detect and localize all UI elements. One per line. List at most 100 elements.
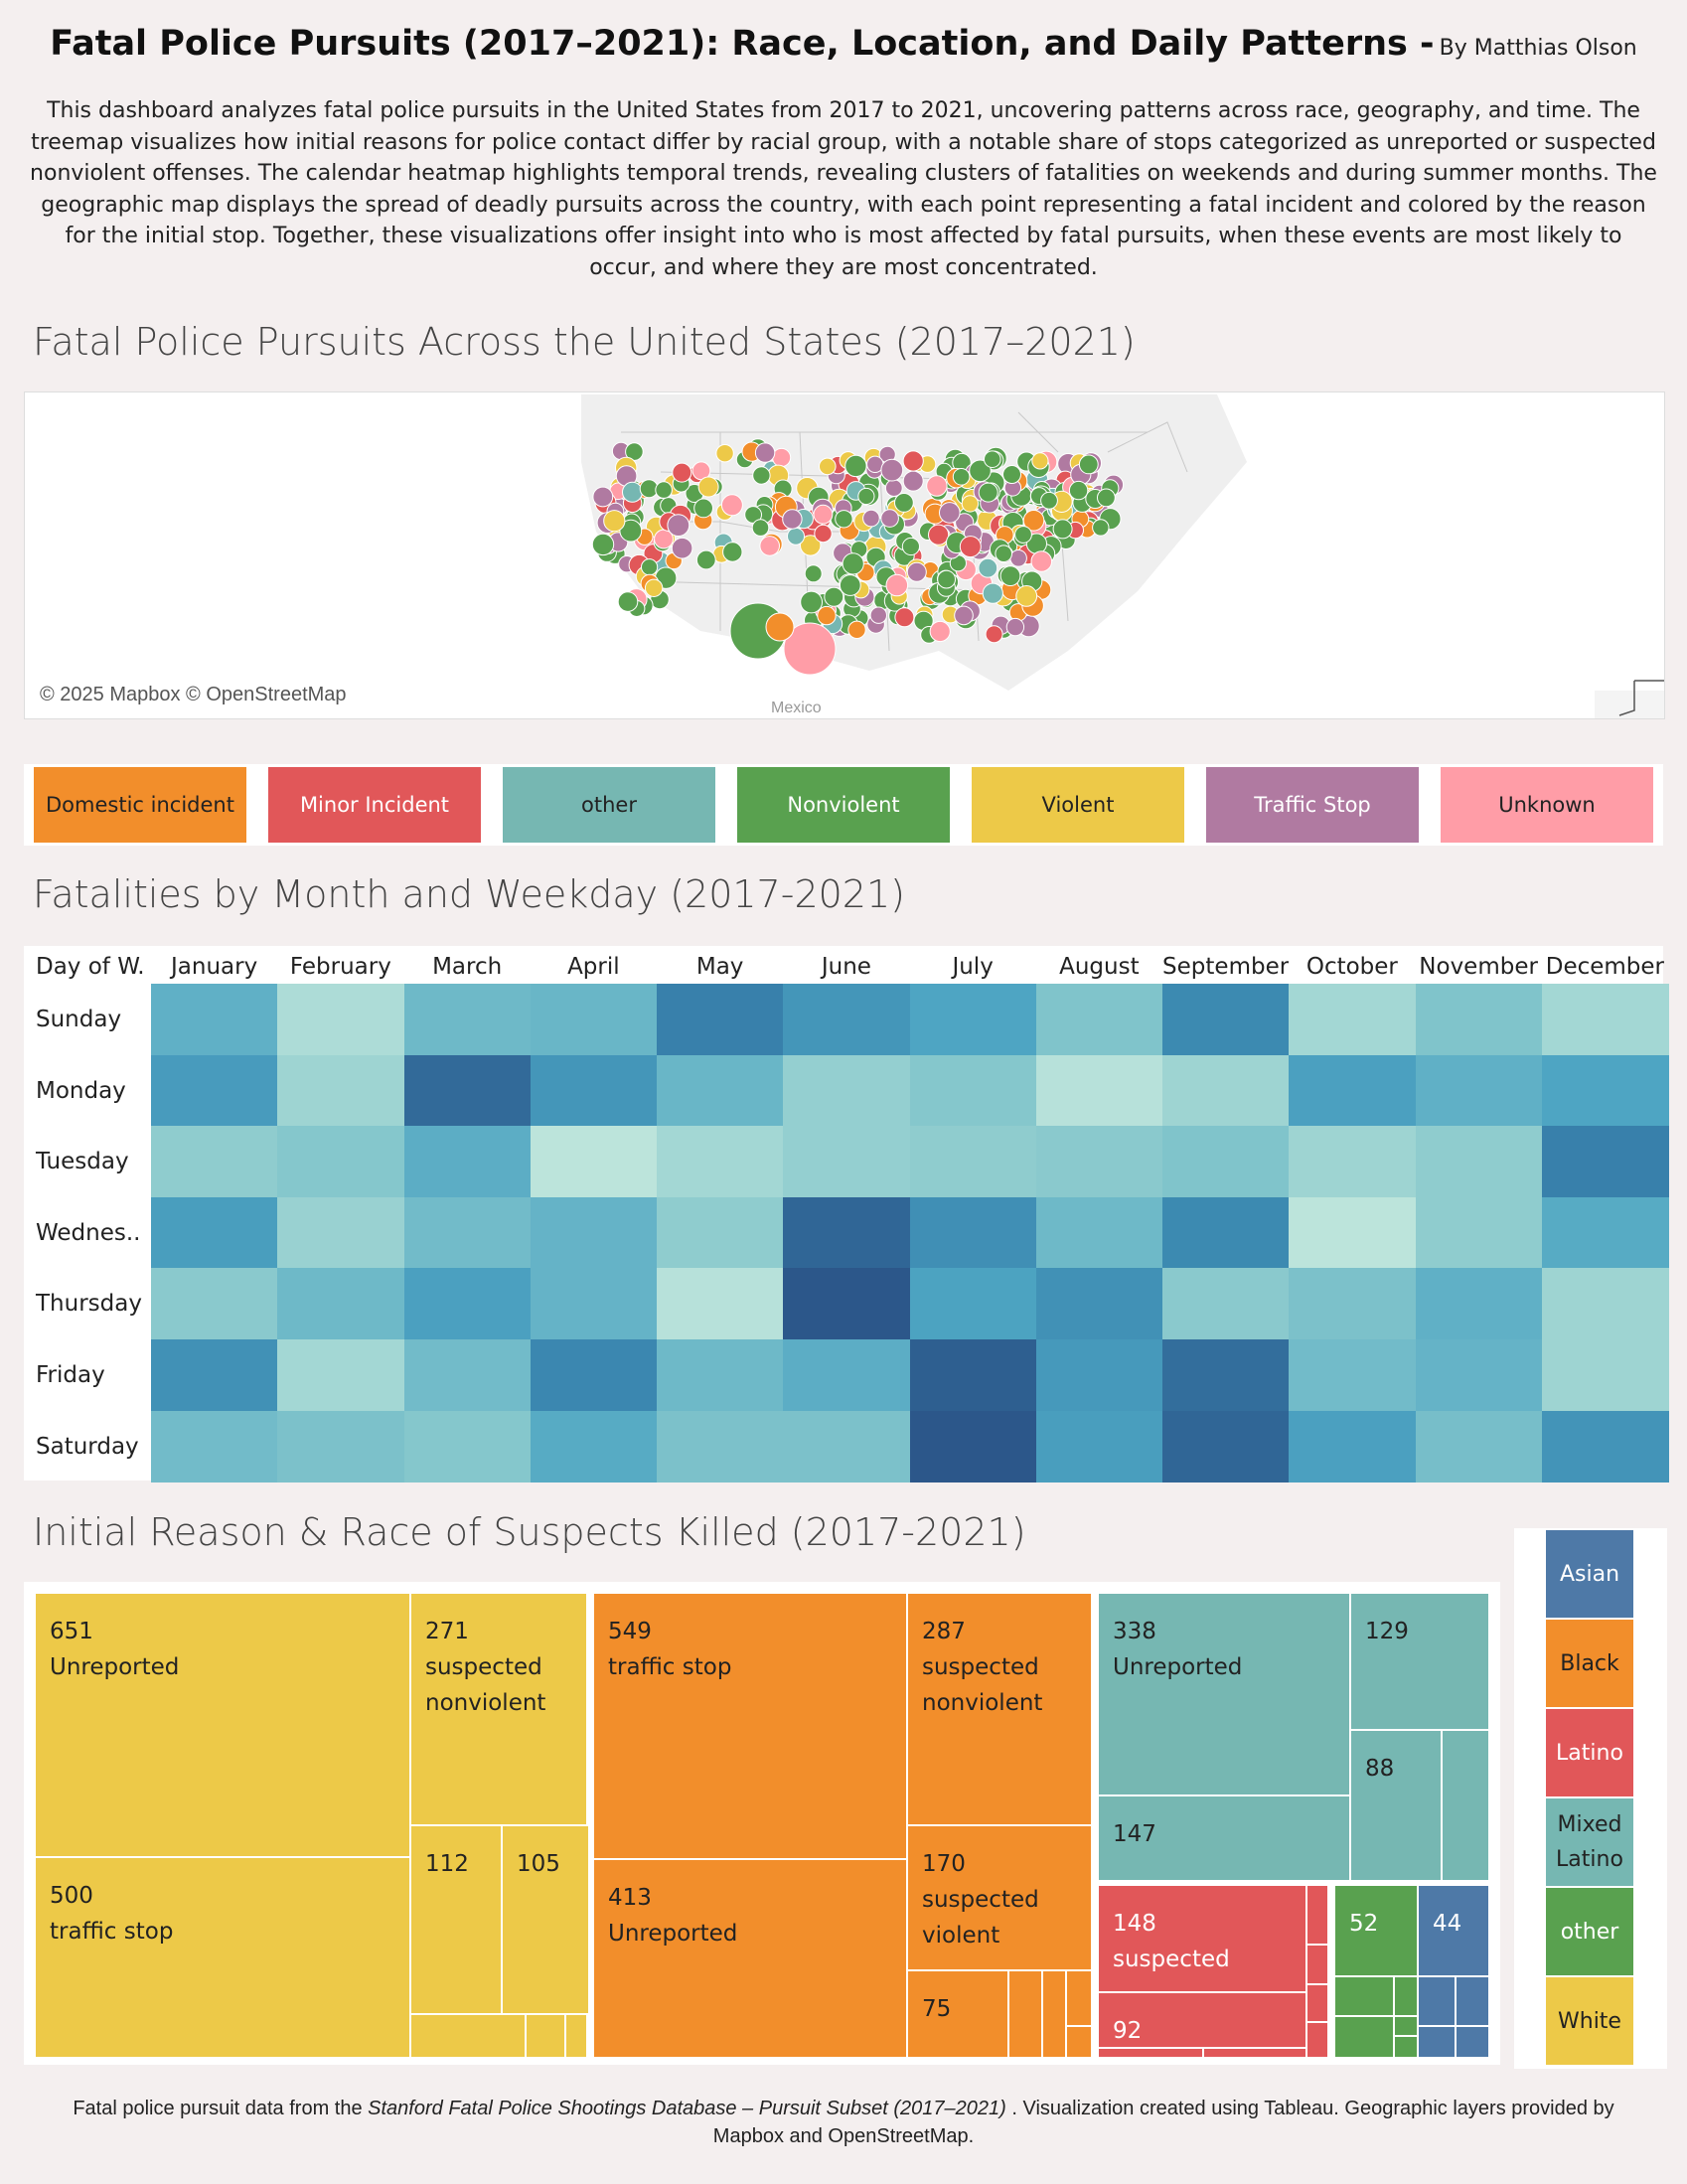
heatmap-cell[interactable] [151, 1268, 278, 1340]
heatmap-cell[interactable] [657, 1410, 784, 1482]
heatmap-cell[interactable] [151, 1126, 278, 1198]
treemap-tile-small[interactable] [1393, 2015, 1419, 2037]
heatmap-cell[interactable] [1415, 1126, 1543, 1198]
heatmap-cell[interactable] [1162, 1126, 1290, 1198]
treemap-tile-small[interactable] [1333, 2015, 1395, 2059]
heatmap-cell[interactable] [909, 1196, 1037, 1269]
treemap-tile-small[interactable] [1455, 1975, 1490, 2027]
heatmap-cell[interactable] [1415, 1054, 1543, 1127]
heatmap-cell[interactable] [909, 1054, 1037, 1127]
treemap-tile-small[interactable] [1202, 2047, 1307, 2059]
heatmap-cell[interactable] [277, 1126, 404, 1198]
treemap-tile[interactable]: 413 Unreported [592, 1858, 908, 2059]
heatmap-cell[interactable] [277, 1410, 404, 1482]
heatmap-cell[interactable] [277, 1054, 404, 1127]
heatmap-cell[interactable] [1289, 1054, 1416, 1127]
heatmap-cell[interactable] [1035, 1268, 1163, 1340]
heatmap-cell[interactable] [1541, 1196, 1669, 1269]
map-attribution[interactable]: © 2025 Mapbox © OpenStreetMap [40, 684, 347, 705]
heatmap-cell[interactable] [1035, 1054, 1163, 1127]
treemap-tile-small[interactable] [1097, 2047, 1204, 2059]
heatmap-cell[interactable] [403, 984, 532, 1056]
heatmap-cell[interactable] [403, 1054, 532, 1127]
treemap-tile[interactable]: 112 [409, 1824, 503, 2015]
heatmap-cell[interactable] [1035, 984, 1163, 1056]
heatmap-cell[interactable] [1035, 1196, 1163, 1269]
treemap-tile-small[interactable] [564, 2013, 588, 2059]
heatmap-cell[interactable] [783, 1339, 910, 1412]
treemap-tile-small[interactable] [1417, 2025, 1457, 2059]
heatmap-cell[interactable] [1541, 1339, 1669, 1412]
map-panel[interactable] [24, 391, 1665, 719]
heatmap-cell[interactable] [277, 1268, 404, 1340]
race-legend-item[interactable]: Asian [1546, 1530, 1633, 1618]
heatmap-cell[interactable] [909, 1126, 1037, 1198]
treemap-tile-small[interactable] [1041, 1969, 1067, 2059]
heatmap-cell[interactable] [1035, 1126, 1163, 1198]
heatmap-cell[interactable] [1415, 1268, 1543, 1340]
treemap-tile[interactable]: 500 traffic stop [34, 1856, 411, 2059]
heatmap-cell[interactable] [909, 1268, 1037, 1340]
treemap-tile-small[interactable] [1441, 1729, 1490, 1882]
heatmap-cell[interactable] [277, 984, 404, 1056]
heatmap-cell[interactable] [657, 1339, 784, 1412]
heatmap-cell[interactable] [530, 1268, 658, 1340]
heatmap-cell[interactable] [1162, 1054, 1290, 1127]
heatmap-cell[interactable] [1289, 1126, 1416, 1198]
race-legend-item[interactable]: other [1546, 1888, 1633, 1975]
treemap-tile-small[interactable] [1417, 1975, 1457, 2027]
heatmap-cell[interactable] [277, 1339, 404, 1412]
heatmap-cell[interactable] [151, 1410, 278, 1482]
treemap-tile[interactable]: 105 [501, 1824, 590, 2015]
race-legend-item[interactable]: Latino [1546, 1709, 1633, 1796]
treemap-tile[interactable]: 129 [1349, 1592, 1490, 1731]
heatmap-cell[interactable] [151, 1339, 278, 1412]
heatmap-cell[interactable] [1162, 1196, 1290, 1269]
heatmap-cell[interactable] [657, 984, 784, 1056]
heatmap-cell[interactable] [1289, 984, 1416, 1056]
race-legend-item[interactable]: Black [1546, 1620, 1633, 1707]
reason-legend-item[interactable]: Traffic Stop [1206, 767, 1419, 843]
heatmap-cell[interactable] [657, 1268, 784, 1340]
treemap-tile[interactable]: 170 suspected violent [906, 1824, 1093, 1971]
heatmap-cell[interactable] [1415, 1196, 1543, 1269]
treemap-tile[interactable]: 44 [1417, 1884, 1490, 1977]
heatmap-cell[interactable] [657, 1196, 784, 1269]
reason-legend-item[interactable]: Minor Incident [268, 767, 481, 843]
race-legend-item[interactable]: White [1546, 1977, 1633, 2065]
heatmap-cell[interactable] [1162, 1268, 1290, 1340]
treemap-tile-small[interactable] [1065, 2025, 1093, 2059]
treemap-tile[interactable]: 338 Unreported [1097, 1592, 1351, 1796]
heatmap-cell[interactable] [1541, 1054, 1669, 1127]
treemap-tile-small[interactable] [525, 2013, 566, 2059]
treemap-tile[interactable]: 88 [1349, 1729, 1443, 1882]
heatmap-cell[interactable] [530, 1196, 658, 1269]
treemap-tile-small[interactable] [1333, 1975, 1395, 2017]
treemap-tile-small[interactable] [1305, 1983, 1329, 2023]
heatmap-cell[interactable] [151, 984, 278, 1056]
reason-legend-item[interactable]: Nonviolent [737, 767, 950, 843]
treemap-tile-small[interactable] [1393, 2035, 1419, 2059]
treemap-tile-small[interactable] [1305, 2021, 1329, 2059]
heatmap-cell[interactable] [909, 1339, 1037, 1412]
heatmap-cell[interactable] [1415, 984, 1543, 1056]
heatmap-cell[interactable] [783, 984, 910, 1056]
treemap-tile[interactable]: 75 [906, 1969, 1009, 2059]
treemap-tile-small[interactable] [1065, 1969, 1093, 2027]
heatmap-cell[interactable] [530, 1410, 658, 1482]
treemap-tile[interactable]: 549 traffic stop [592, 1592, 908, 1860]
heatmap-cell[interactable] [1035, 1410, 1163, 1482]
treemap-tile[interactable]: 52 [1333, 1884, 1419, 1977]
heatmap-cell[interactable] [1289, 1339, 1416, 1412]
heatmap-cell[interactable] [1289, 1196, 1416, 1269]
heatmap-cell[interactable] [1162, 984, 1290, 1056]
heatmap-cell[interactable] [403, 1196, 532, 1269]
reason-legend-item[interactable]: Domestic incident [34, 767, 246, 843]
heatmap-cell[interactable] [657, 1126, 784, 1198]
heatmap-cell[interactable] [403, 1126, 532, 1198]
treemap-tile[interactable]: 148 suspected [1097, 1884, 1307, 1993]
heatmap-cell[interactable] [1289, 1410, 1416, 1482]
heatmap-cell[interactable] [783, 1126, 910, 1198]
heatmap-cell[interactable] [783, 1054, 910, 1127]
heatmap-cell[interactable] [1035, 1339, 1163, 1412]
